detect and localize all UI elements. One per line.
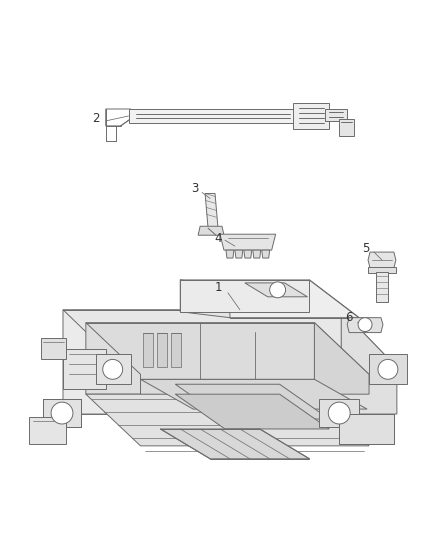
Circle shape xyxy=(378,359,398,379)
Text: 1: 1 xyxy=(214,281,222,294)
Polygon shape xyxy=(160,429,309,459)
Polygon shape xyxy=(235,250,243,258)
Polygon shape xyxy=(43,399,81,427)
Polygon shape xyxy=(339,414,394,444)
Polygon shape xyxy=(253,250,261,258)
Text: 3: 3 xyxy=(191,182,199,195)
Polygon shape xyxy=(198,226,224,235)
Circle shape xyxy=(51,402,73,424)
Polygon shape xyxy=(205,193,218,228)
Polygon shape xyxy=(376,272,388,302)
Text: 6: 6 xyxy=(346,311,353,324)
Polygon shape xyxy=(293,103,329,129)
Polygon shape xyxy=(157,333,167,367)
Circle shape xyxy=(270,282,286,298)
Polygon shape xyxy=(175,384,329,419)
Polygon shape xyxy=(175,394,329,429)
Polygon shape xyxy=(86,322,141,394)
Polygon shape xyxy=(314,322,369,394)
Polygon shape xyxy=(86,394,369,446)
Polygon shape xyxy=(220,234,276,250)
Polygon shape xyxy=(180,280,230,318)
Polygon shape xyxy=(63,310,341,414)
Polygon shape xyxy=(245,283,307,297)
Polygon shape xyxy=(96,354,131,384)
Circle shape xyxy=(358,318,372,332)
Polygon shape xyxy=(63,350,106,389)
Polygon shape xyxy=(262,250,270,258)
Text: 5: 5 xyxy=(362,241,370,255)
Circle shape xyxy=(328,402,350,424)
Polygon shape xyxy=(63,310,397,367)
Polygon shape xyxy=(86,322,369,374)
Polygon shape xyxy=(244,250,252,258)
Text: 2: 2 xyxy=(92,112,99,125)
Polygon shape xyxy=(86,322,314,394)
Polygon shape xyxy=(319,399,359,427)
Polygon shape xyxy=(41,337,66,359)
Polygon shape xyxy=(171,333,181,367)
Polygon shape xyxy=(180,280,359,318)
Polygon shape xyxy=(369,354,407,384)
Polygon shape xyxy=(368,267,396,273)
Polygon shape xyxy=(368,252,396,268)
Polygon shape xyxy=(347,318,383,333)
Polygon shape xyxy=(63,310,123,414)
Polygon shape xyxy=(141,379,367,409)
Polygon shape xyxy=(129,109,294,123)
Polygon shape xyxy=(339,119,354,136)
Polygon shape xyxy=(29,417,66,444)
Polygon shape xyxy=(341,310,397,414)
Polygon shape xyxy=(180,280,309,312)
Polygon shape xyxy=(144,333,153,367)
Circle shape xyxy=(103,359,123,379)
Text: 4: 4 xyxy=(214,232,222,245)
Polygon shape xyxy=(325,109,347,121)
Polygon shape xyxy=(226,250,234,258)
